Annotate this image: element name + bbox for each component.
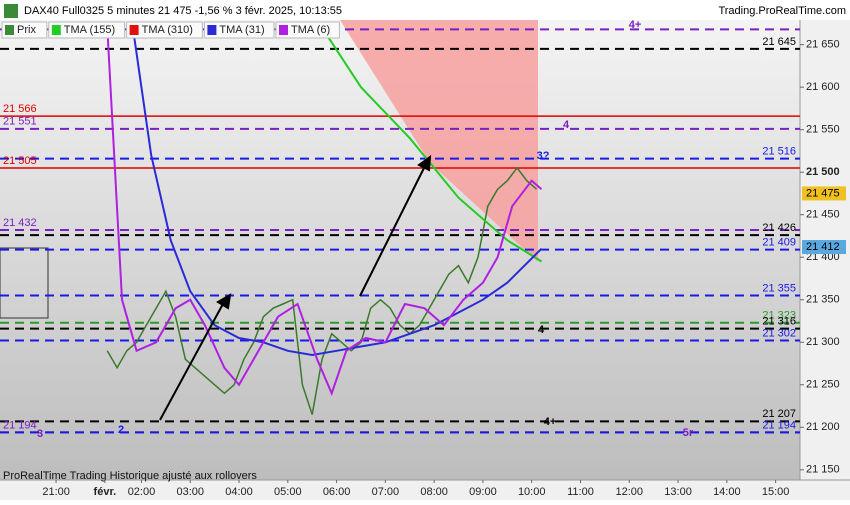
- x-tick-label: 06:00: [323, 486, 351, 498]
- level-label: 21 409: [762, 236, 796, 248]
- annotation: 4+: [629, 19, 642, 31]
- x-tick-label: 11:00: [567, 486, 594, 498]
- annotation: 2: [118, 424, 124, 436]
- level-label: 21 505: [3, 155, 37, 167]
- legend-item[interactable]: [126, 21, 203, 39]
- price-tag-label: 21 412: [806, 241, 840, 253]
- level-label: 21 194: [3, 419, 37, 431]
- price-tag: [802, 186, 846, 201]
- x-tick-label: 13:00: [664, 486, 692, 498]
- level-label: 21 207: [762, 408, 796, 420]
- annotation: 5r: [683, 427, 694, 439]
- legend-label: TMA (310): [142, 24, 193, 36]
- y-tick-label: 21 650: [806, 39, 840, 51]
- y-tick-label: 21 150: [806, 464, 840, 476]
- arrows: [159, 154, 432, 421]
- level-label: 21 323: [762, 310, 796, 322]
- arrowhead: [216, 293, 232, 310]
- level-label: 21 302: [762, 327, 796, 339]
- legend-item[interactable]: [203, 21, 275, 39]
- legend-swatch: [279, 25, 288, 35]
- y-tick-label: 21 300: [806, 336, 840, 348]
- level-label: 21 566: [3, 103, 37, 115]
- annotation: 3?: [537, 150, 550, 162]
- arrow: [159, 301, 225, 421]
- level-label: 21 194: [762, 419, 796, 431]
- x-tick-label: 07:00: [372, 486, 400, 498]
- x-tick-label: 05:00: [274, 486, 302, 498]
- y-tick-label: 21 500: [806, 166, 840, 178]
- series-line: [106, 27, 543, 397]
- series-line: [321, 27, 543, 263]
- menu-icon[interactable]: [4, 4, 18, 18]
- y-tick-label: 21 350: [806, 294, 840, 306]
- legend-item[interactable]: [48, 21, 126, 39]
- level-label: 21 316: [762, 316, 796, 328]
- shaded-zone: [340, 20, 538, 262]
- arrowhead: [417, 154, 432, 172]
- y-tick-label: 21 200: [806, 421, 840, 433]
- x-tick-label: 02:00: [128, 486, 156, 498]
- series-line: [133, 36, 543, 357]
- x-tick-label: 12:00: [616, 486, 644, 498]
- x-tick-label: 10:00: [518, 486, 546, 498]
- annotation: 3: [37, 428, 43, 440]
- legend-item[interactable]: [275, 21, 340, 39]
- x-tick-label: 09:00: [469, 486, 497, 498]
- annotation: 4: [563, 119, 570, 131]
- x-tick-label: 14:00: [713, 486, 741, 498]
- x-tick-label: 03:00: [176, 486, 204, 498]
- title: DAX40 Full0325 5 minutes 21 475 -1,56 % …: [24, 5, 342, 17]
- box: [0, 247, 49, 319]
- level-label: 21 432: [3, 217, 37, 229]
- legend-label: TMA (6): [291, 24, 330, 36]
- level-label: 21 426: [762, 222, 796, 234]
- x-tick-label: 04:00: [225, 486, 253, 498]
- price-tag-label: 21 475: [806, 187, 840, 199]
- y-tick-label: 21 250: [806, 379, 840, 391]
- legend-label: Prix: [17, 24, 36, 36]
- annotation: 4: [538, 324, 545, 336]
- x-tick-label: 08:00: [420, 486, 448, 498]
- legend-swatch: [51, 25, 61, 35]
- level-label: 21 551: [3, 116, 37, 128]
- y-tick-label: 21 450: [806, 209, 840, 221]
- annotation: 4+: [544, 416, 557, 428]
- y-tick-label: 21 400: [806, 251, 840, 263]
- price-tag: [802, 240, 846, 255]
- legend-swatch: [5, 25, 14, 35]
- level-label: 21 355: [762, 282, 796, 294]
- level-label: 21 645: [762, 36, 796, 48]
- source: Trading.ProRealTime.com: [718, 5, 846, 17]
- legend-swatch: [207, 25, 217, 35]
- x-tick-label: 15:00: [762, 486, 790, 498]
- series-line: [106, 166, 538, 415]
- legend-label: TMA (31): [219, 24, 264, 36]
- y-tick-label: 21 550: [806, 124, 840, 136]
- x-tick-label: 21:00: [42, 486, 70, 498]
- legend-swatch: [129, 25, 139, 35]
- header-bar: [0, 0, 850, 20]
- y-tick-label: 21 600: [806, 81, 840, 93]
- x-axis-panel: [0, 480, 850, 500]
- legend-label: TMA (155): [64, 24, 115, 36]
- arrow: [359, 165, 426, 297]
- level-label: 21 516: [762, 146, 796, 158]
- footer: ProRealTime Trading Historique ajusté au…: [3, 470, 257, 482]
- x-tick-label: févr.: [94, 486, 117, 498]
